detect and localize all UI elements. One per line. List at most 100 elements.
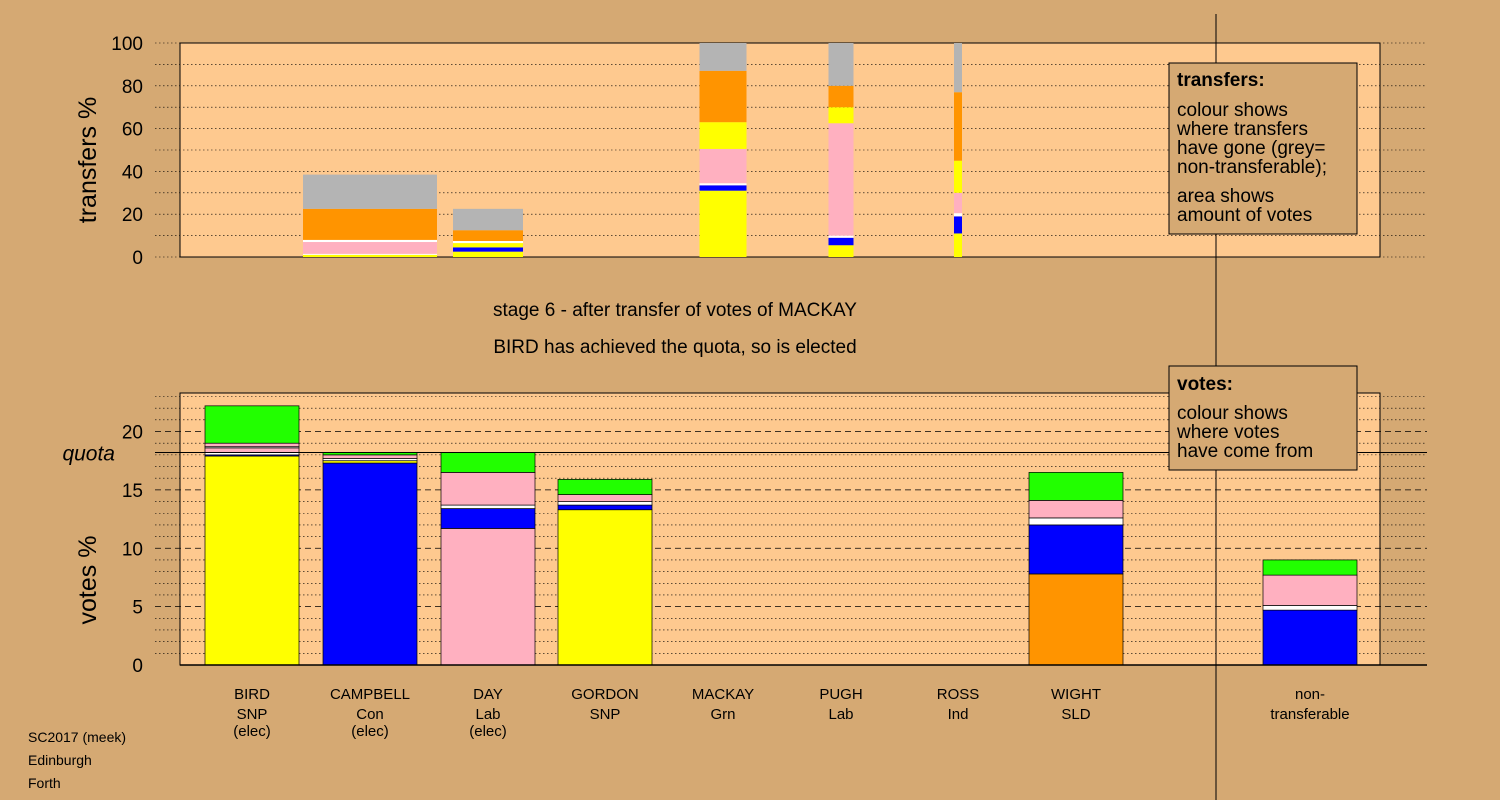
transfers-legend-heading: transfers: (1177, 70, 1265, 91)
y-tick-label: 20 (122, 205, 143, 226)
transfer-bar-segment (954, 43, 962, 93)
candidate-label: ROSS (937, 686, 980, 703)
transfer-bar-segment (828, 123, 854, 236)
candidate-label: PUGH (819, 686, 862, 703)
transfer-bar-segment (699, 122, 747, 149)
y-tick-label: 5 (132, 598, 143, 619)
transfer-bar-segment (954, 192, 962, 214)
transfer-bar-segment (954, 233, 962, 257)
transfer-bar-segment (699, 43, 747, 71)
vote-bar-segment (204, 455, 300, 666)
votes-legend-line: where votes (1176, 422, 1279, 443)
y-tick-label: 15 (122, 481, 143, 502)
candidate-label: GORDON (571, 686, 639, 703)
transfers-legend-line: amount of votes (1177, 205, 1312, 226)
vote-bar-segment (204, 442, 300, 448)
vote-bar-segment (322, 458, 418, 462)
transfer-bar-segment (303, 174, 437, 209)
transfers-legend-line: where transfers (1176, 119, 1308, 140)
transfers-legend: transfers: colour shows where transfers … (1168, 62, 1358, 235)
candidate-label: BIRD (234, 686, 270, 703)
transfer-bar-segment (828, 85, 854, 108)
vote-bar-segment (557, 479, 653, 495)
stage-subtitle: BIRD has achieved the quota, so is elect… (493, 337, 856, 358)
transfer-bar-segment (699, 185, 747, 191)
votes-bars (204, 405, 1358, 666)
transfer-bar-segment (303, 253, 437, 255)
candidate-label: WIGHT (1051, 686, 1101, 703)
transfer-bar-segment (453, 247, 523, 252)
candidate-label: (elec) (351, 723, 389, 740)
footer-line: Edinburgh (28, 752, 92, 768)
transfers-bars (303, 43, 962, 257)
non-transferable-label: transferable (1270, 706, 1349, 723)
vote-bar-segment (204, 447, 300, 453)
vote-bar-segment (1262, 605, 1358, 611)
transfer-bar-segment (453, 243, 523, 248)
y-tick-label: 0 (132, 656, 143, 677)
candidate-label: Lab (475, 706, 500, 723)
y-tick-label: 0 (132, 248, 143, 269)
transfer-bar-segment (828, 237, 854, 246)
transfer-bar-segment (954, 213, 962, 217)
candidate-label: Lab (828, 706, 853, 723)
transfers-y-axis-title: transfers % (74, 97, 102, 223)
footer-line: SC2017 (meek) (28, 729, 126, 745)
transfer-bar-segment (828, 245, 854, 257)
transfer-bar-segment (303, 208, 437, 240)
vote-bar-segment (1262, 559, 1358, 576)
transfer-bar-segment (453, 240, 523, 244)
transfer-bar-segment (453, 251, 523, 257)
votes-legend-line: colour shows (1177, 403, 1288, 424)
transfer-bar-segment (303, 254, 437, 257)
votes-y-ticks: 0 5 10 15 20 (122, 423, 143, 677)
vote-bar-segment (440, 504, 536, 509)
vote-bar-segment (322, 462, 418, 666)
votes-y-axis-title: votes % (74, 536, 102, 625)
vote-bar-segment (204, 405, 300, 444)
transfer-bar-segment (954, 160, 962, 193)
y-tick-label: 60 (122, 120, 143, 141)
vote-bar-segment (440, 472, 536, 506)
votes-legend-heading: votes: (1177, 374, 1233, 395)
vote-bar-segment (1028, 472, 1124, 501)
vote-bar-segment (557, 509, 653, 666)
transfers-legend-line: non-transferable); (1177, 157, 1327, 178)
transfer-bar-segment (303, 242, 437, 254)
candidate-label: (elec) (469, 723, 507, 740)
candidate-labels: BIRDSNP(elec)CAMPBELLCon(elec)DAYLab(ele… (233, 686, 1349, 740)
stage-title: stage 6 - after transfer of votes of MAC… (493, 300, 857, 321)
transfers-legend-line: area shows (1177, 186, 1274, 207)
y-tick-label: 100 (111, 34, 143, 55)
candidate-label: (elec) (233, 723, 271, 740)
vote-bar-segment (440, 508, 536, 529)
transfers-y-ticks: 0 20 40 60 80 100 (111, 34, 143, 269)
transfers-legend-line: colour shows (1177, 100, 1288, 121)
votes-legend: votes: colour shows where votes have com… (1168, 365, 1358, 471)
candidate-label: SNP (237, 706, 268, 723)
y-tick-label: 20 (122, 423, 143, 444)
vote-bar-segment (440, 452, 536, 473)
transfer-bar-segment (828, 235, 854, 238)
vote-bar-segment (1028, 517, 1124, 526)
vote-bar-segment (440, 528, 536, 666)
candidate-label: SLD (1061, 706, 1090, 723)
transfers-legend-box (1168, 62, 1358, 235)
candidate-label: Grn (710, 706, 735, 723)
y-tick-label: 40 (122, 162, 143, 183)
vote-bar-segment (557, 504, 653, 511)
transfer-bar-segment (828, 107, 854, 124)
transfer-bar-segment (303, 239, 437, 243)
footer-line: Forth (28, 775, 61, 791)
transfer-bar-segment (699, 148, 747, 184)
vote-bar-segment (1028, 500, 1124, 519)
vote-bar-segment (1028, 524, 1124, 575)
vote-bar-segment (557, 494, 653, 502)
transfer-bar-segment (699, 70, 747, 123)
candidate-label: MACKAY (692, 686, 754, 703)
vote-bar-segment (1028, 573, 1124, 666)
candidate-label: CAMPBELL (330, 686, 410, 703)
candidate-label: DAY (473, 686, 503, 703)
transfers-legend-line: have gone (grey= (1177, 138, 1325, 159)
